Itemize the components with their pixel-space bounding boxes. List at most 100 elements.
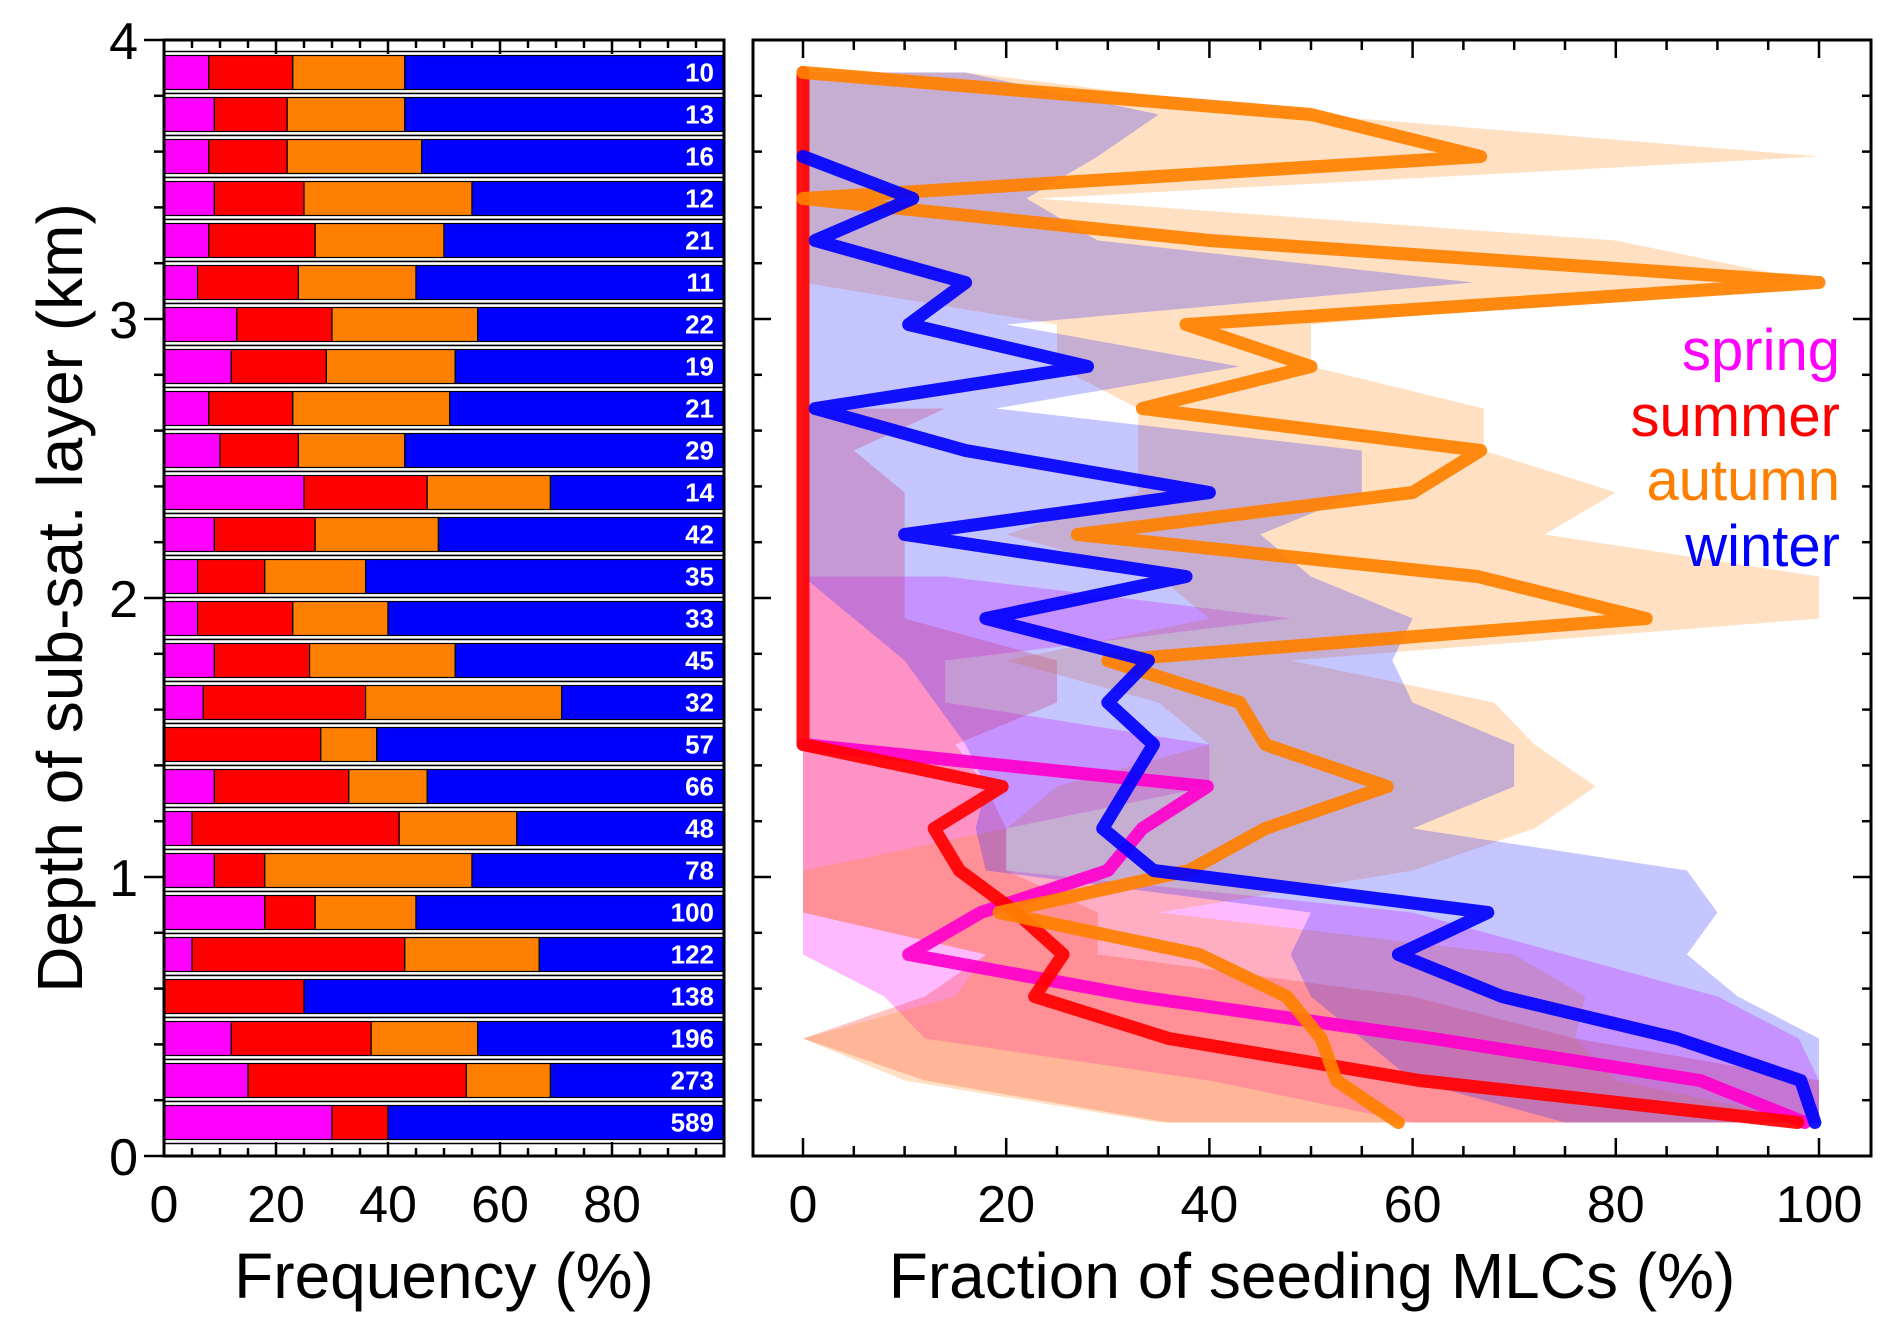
bar-spring [163,516,216,553]
y-tick-label: 0 [109,1129,138,1187]
bar-summer [208,222,316,259]
bar-winter [376,726,725,763]
y-tick-label: 2 [109,571,138,629]
bar-winter [454,642,725,679]
bar-spring [163,432,221,469]
bar-summer [197,558,266,595]
y-tick-label: 1 [109,850,138,908]
legend-spring: spring [1682,318,1840,383]
bar-spring [163,1062,249,1099]
bar-spring [163,54,210,91]
bar-spring [163,1020,232,1057]
bar-autumn [365,684,563,721]
y-axis-title: Depth of sub-sat. layer (km) [24,203,96,993]
bar-summer [208,138,288,175]
x-tick-label: 60 [471,1176,529,1234]
legend-autumn: autumn [1647,448,1840,513]
bar-count-label: 16 [685,142,714,172]
bar-count-label: 13 [685,100,714,130]
spring-line [796,738,1812,1129]
fraction-panel: 0 20 40 60 80 100 [751,38,1873,1234]
bar-count-label: 138 [671,982,714,1012]
bar-spring [163,684,204,721]
bar-autumn [465,1062,551,1099]
bar-winter [477,306,725,343]
bar-count-label: 11 [687,268,715,298]
winter-range-band [803,72,1819,1123]
bar-winter [449,390,725,427]
bar-count-label: 57 [685,730,714,760]
summer-line [796,66,1805,1129]
bar-winter [303,978,725,1015]
bar-count-label: 21 [685,226,714,256]
bar-autumn [426,474,552,511]
bar-summer [197,600,294,637]
bar-autumn [297,264,417,301]
bar-spring [163,600,199,637]
bar-summer [264,894,316,931]
bar-summer [191,936,406,973]
bar-count-label: 32 [685,688,714,718]
bar-summer [191,810,400,847]
bar-summer [213,516,316,553]
bar-winter [443,222,725,259]
bar-winter [387,600,725,637]
bar-winter [415,894,725,931]
bar-spring [163,768,216,805]
bar-spring [163,222,210,259]
bar-summer [163,726,322,763]
right-x-axis-title: Fraction of seeding MLCs (%) [889,1240,1736,1312]
bar-autumn [286,138,423,175]
bar-spring [163,474,305,511]
bar-winter [387,1104,725,1141]
bar-spring [163,138,210,175]
x-tick-label: 0 [150,1176,179,1234]
bar-spring [163,390,210,427]
bar-count-label: 273 [671,1066,714,1096]
bar-autumn [404,936,540,973]
bar-count-label: 78 [685,856,714,886]
bar-autumn [286,96,406,133]
bar-spring [163,894,266,931]
bar-winter [549,1062,725,1099]
bar-summer [213,852,266,889]
bar-winter [560,684,725,721]
x-tick-label: 40 [359,1176,417,1234]
bar-autumn [331,306,479,343]
x-tick-label: 20 [977,1176,1035,1234]
bar-spring [163,642,216,679]
bar-summer [219,432,300,469]
x-tick-label: 100 [1776,1176,1863,1234]
bar-summer [208,54,294,91]
x-tick-label: 40 [1180,1176,1238,1234]
bar-winter [404,54,725,91]
bar-count-label: 33 [685,604,714,634]
bar-winter [421,138,725,175]
bar-summer [303,474,428,511]
x-tick-label: 20 [247,1176,305,1234]
bar-autumn [314,222,445,259]
x-tick-label: 60 [1384,1176,1442,1234]
legend-summer: summer [1631,384,1840,449]
bar-autumn [264,558,367,595]
bar-autumn [325,348,456,385]
bar-autumn [370,1020,479,1057]
bar-autumn [309,642,456,679]
bar-summer [202,684,367,721]
bar-autumn [264,852,473,889]
bar-summer [236,306,333,343]
bar-autumn [314,516,440,553]
autumn-range-band [803,72,1819,1123]
left-x-axis-title: Frequency (%) [234,1240,654,1312]
bar-count-label: 21 [685,394,714,424]
bar-autumn [314,894,417,931]
bar-spring [163,96,216,133]
bar-winter [549,474,725,511]
bar-autumn [292,54,406,91]
bar-count-label: 66 [685,772,714,802]
frequency-panel: 1013161221112219212914423533453257664878… [109,13,726,1234]
bar-autumn [297,432,406,469]
y-tick-label: 4 [109,13,138,71]
bar-summer [208,390,294,427]
